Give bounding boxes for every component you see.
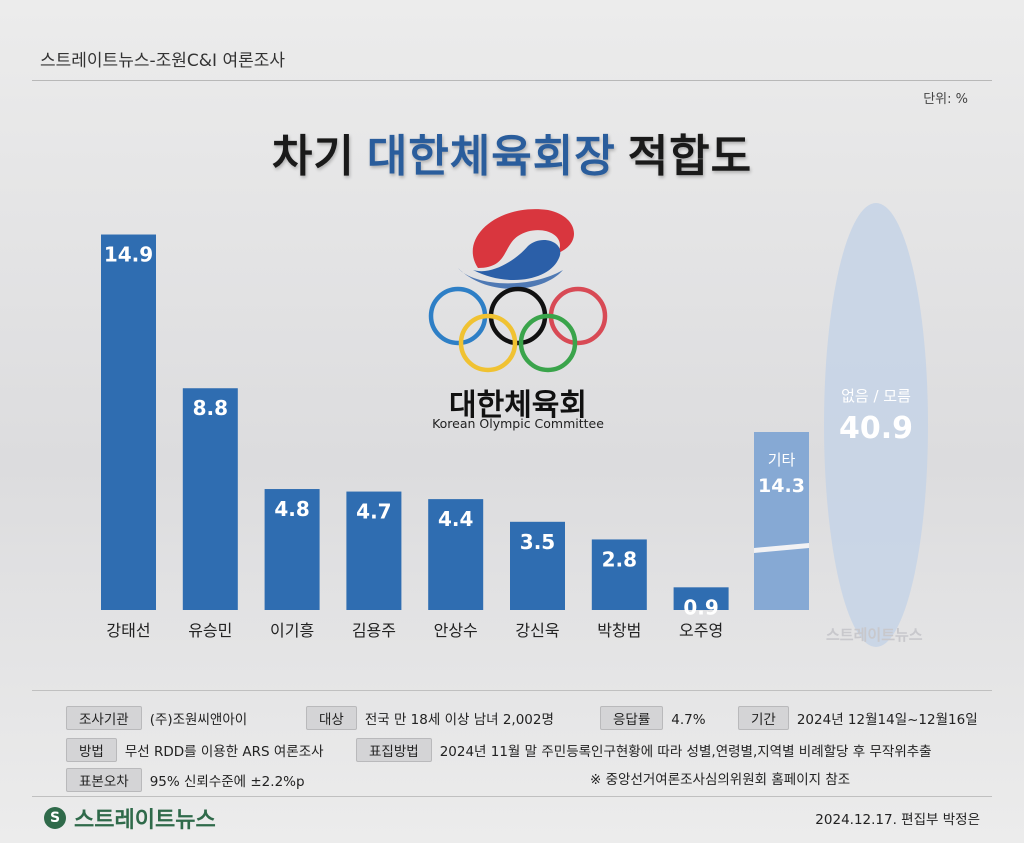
category-label-5: 강신욱 [515,621,559,640]
title-part-3: 적합도 [627,131,753,182]
bar-5 [510,521,565,610]
value-error: 95% 신뢰수준에 ±2.2%p [149,774,305,790]
other-bar-break [754,543,809,553]
info-period: 기간 2024년 12월14일~12월16일 [738,706,978,730]
value-agency: (주)조원씨앤아이 [149,712,248,728]
category-label-6: 박창범 [597,621,641,640]
logo-english-name: Korean Olympic Committee [432,416,604,431]
value-period: 2024년 12월14일~12월16일 [796,712,978,728]
unit-label: 단위: % [923,92,968,107]
bar-2 [264,489,320,610]
label-sampling: 표집방법 [356,738,432,762]
category-label-1: 유승민 [188,621,232,640]
bar-value-label-0: 14.9 [104,243,153,267]
other-label: 기타 [768,451,796,469]
none-label: 없음 / 모름 [841,387,911,405]
bar-4 [428,499,484,610]
label-error: 표본오차 [66,768,142,792]
bar-value-label-7: 0.9 [683,595,718,619]
footer-date: 2024.12.17. 편집부 박정은 [815,812,980,828]
bar-value-label-3: 4.7 [356,500,391,524]
bar-1 [182,388,238,610]
bar-value-label-6: 2.8 [602,547,637,571]
info-response: 응답률 4.7% [600,706,706,730]
category-label-0: 강태선 [106,621,150,640]
value-target: 전국 만 18세 이상 남녀 2,002명 [364,712,554,728]
other-bar [754,432,809,610]
chart-title: 차기 대한체육회장 적합도 [0,120,1024,184]
brand-badge-icon: S [44,807,66,829]
bar-value-label-5: 3.5 [520,530,555,554]
label-period: 기간 [738,706,789,730]
category-label-3: 김용주 [352,621,396,640]
value-response: 4.7% [671,712,706,728]
label-target: 대상 [306,706,357,730]
bar-0 [101,234,156,610]
info-error: 표본오차 95% 신뢰수준에 ±2.2%p [66,768,305,792]
info-divider-top [32,690,992,691]
bar-3 [346,491,402,610]
footer-brand-name: 스트레이트뉴스 [74,808,216,833]
info-divider-bottom [32,796,992,797]
bar-value-label-4: 4.4 [438,507,473,531]
info-sampling: 표집방법 2024년 11월 말 주민등록인구현황에 따라 성별,연령별,지역별 … [356,738,932,762]
info-agency: 조사기관 (주)조원씨앤아이 [66,706,247,730]
footer-brand: S 스트레이트뉴스 [44,802,216,834]
info-method: 방법 무선 RDD를 이용한 ARS 여론조사 [66,738,324,762]
survey-note: ※ 중앙선거여론조사심의위원회 홈페이지 참조 [590,772,851,788]
bar-value-label-2: 4.8 [274,497,309,521]
label-agency: 조사기관 [66,706,142,730]
none-value: 40.9 [839,411,913,446]
bar-7 [673,587,729,610]
category-label-2: 이기흥 [270,621,314,640]
bar-value-label-1: 8.8 [193,396,228,420]
label-method: 방법 [66,738,117,762]
top-divider [32,80,992,81]
label-response: 응답률 [600,706,664,730]
info-target: 대상 전국 만 18세 이상 남녀 2,002명 [306,706,554,730]
value-method: 무선 RDD를 이용한 ARS 여론조사 [124,744,324,760]
koc-logo-icon [428,209,608,373]
other-value: 14.3 [758,475,805,497]
logo-korean-name: 대한체육회 [449,388,587,423]
bar-6 [591,539,647,610]
value-sampling: 2024년 11월 말 주민등록인구현황에 따라 성별,연령별,지역별 비례할당… [439,744,932,760]
watermark: 스트레이트뉴스 [826,626,923,644]
category-label-7: 오주영 [679,621,723,640]
none-ellipse [824,203,928,647]
category-label-4: 안상수 [434,621,478,640]
survey-source: 스트레이트뉴스-조원C&I 여론조사 [40,51,285,71]
title-part-1: 차기 [271,131,355,182]
title-part-2: 대한체육회장 [366,131,616,182]
